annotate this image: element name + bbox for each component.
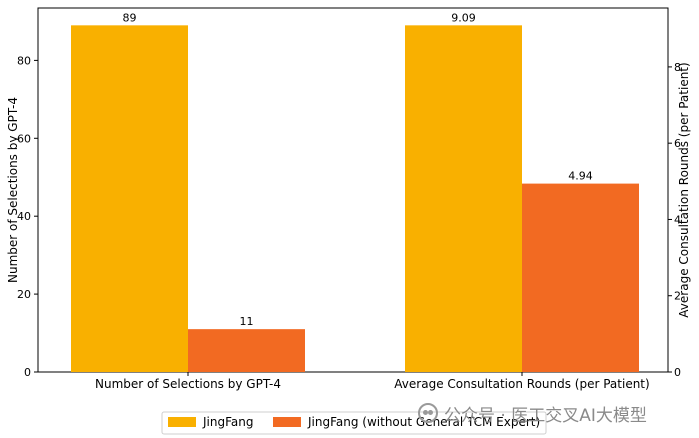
legend-swatch-without-expert <box>273 417 301 427</box>
y-tick-label-left-80: 80 <box>17 54 31 67</box>
y-tick-label-left-20: 20 <box>17 288 31 301</box>
y-tick-label-left-0: 0 <box>24 366 31 379</box>
y-tick-label-right-8: 8 <box>674 61 681 74</box>
watermark-text: 公众号 · 医工交叉AI大模型 <box>444 405 647 426</box>
y-axis-label-left: Number of Selections by GPT-4 <box>6 97 20 283</box>
data-label-without-expert-2: 4.94 <box>568 170 593 183</box>
plot-frame <box>37 7 669 373</box>
bar-jingfang-2 <box>405 25 522 372</box>
wechat-icon <box>418 403 438 423</box>
y-tick-label-right-0: 0 <box>674 366 681 379</box>
y-tick-label-left-60: 60 <box>17 132 31 145</box>
legend-label-jingfang: JingFang <box>202 415 253 429</box>
data-label-jingfang-2: 9.09 <box>451 11 476 24</box>
data-label-jingfang-1: 89 <box>123 11 137 24</box>
y-axis-label-right: Average Consultation Rounds (per Patient… <box>677 62 691 317</box>
legend: JingFang JingFang (without General TCM E… <box>161 411 547 435</box>
chart-marks: 89 9.09 11 4.94 0 20 40 60 80 0 2 4 6 8 <box>17 11 681 379</box>
y-tick-label-left-40: 40 <box>17 210 31 223</box>
x-tick-label-2: Average Consultation Rounds (per Patient… <box>394 377 649 391</box>
data-label-without-expert-1: 11 <box>240 315 254 328</box>
bar-without-expert-1 <box>188 329 305 372</box>
y-tick-label-right-6: 6 <box>674 137 681 150</box>
y-tick-label-right-2: 2 <box>674 290 681 303</box>
watermark: 公众号 · 医工交叉AI大模型 <box>418 398 696 428</box>
bar-jingfang-1 <box>71 25 188 372</box>
x-tick-label-1: Number of Selections by GPT-4 <box>95 377 281 391</box>
legend-frame <box>161 411 547 435</box>
legend-swatch-jingfang <box>168 417 196 427</box>
bar-without-expert-2 <box>522 183 639 372</box>
y-tick-label-right-4: 4 <box>674 213 681 226</box>
